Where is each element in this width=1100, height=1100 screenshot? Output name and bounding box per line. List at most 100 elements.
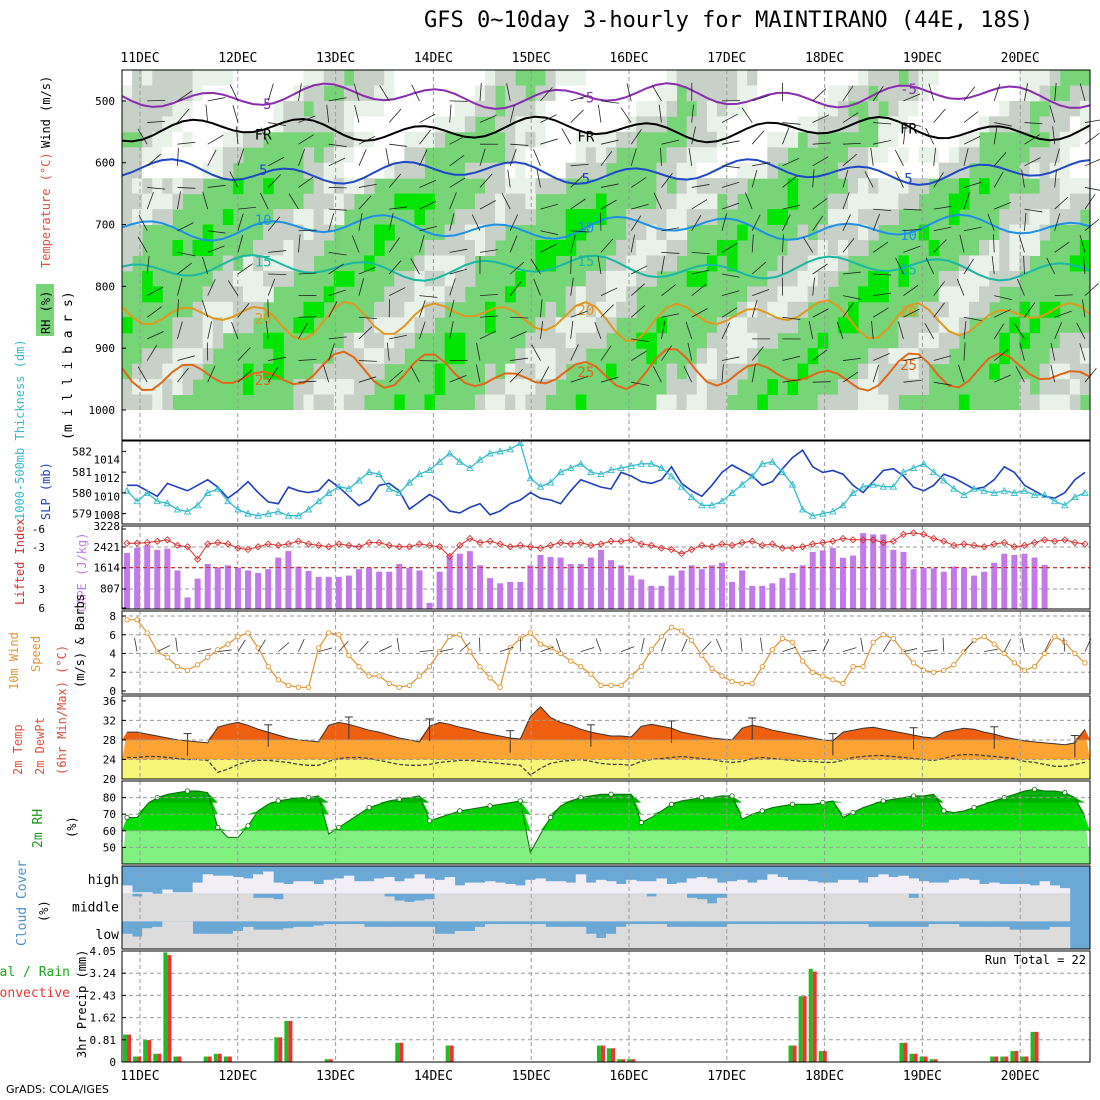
rh-cell [918,100,930,117]
rh-cell [132,70,143,86]
wind-barb [1024,208,1043,213]
cape-bar [628,575,635,609]
cloud-bar-high [172,892,183,894]
rh-cell [1019,209,1030,226]
rh-cell [192,116,204,133]
wind-barb [782,355,801,361]
cape-bar [366,567,373,609]
wind-barb [752,289,770,297]
rh-cell [686,394,698,411]
precip-total-bar [919,1056,924,1062]
rh-cell [837,100,849,117]
wind-barb [842,358,861,361]
rh-cell [343,85,355,102]
rh-cell [222,131,234,148]
wind-barb [227,280,239,296]
wind-barb [449,213,455,231]
rh-cell [182,317,194,334]
rh-cell [827,209,839,226]
wind-barb [691,126,696,145]
isotherm-label: 15 [900,263,917,279]
lifted-point [264,540,272,548]
cloud-bar-low [253,929,264,949]
thickness-point [960,491,968,498]
wind-barb [509,281,522,296]
rh-cell [343,147,355,164]
rh2m-fill-darkest [122,789,1090,803]
rh-cell [817,270,829,287]
rh-cell [595,147,607,164]
cloud-bar-middle [384,896,395,922]
thickness-point [738,480,746,488]
wind-barb [691,251,710,255]
cloud-bar-middle [969,893,980,922]
precip-conv-bar [227,1056,232,1062]
wind-barb [872,85,884,102]
rh-cell [142,379,153,396]
cape-bar [890,549,897,609]
cloud-bar-high [858,882,869,894]
rh-cell [676,147,688,164]
rh-cell [656,162,667,179]
lifted-point [244,545,252,554]
cloud-bar-high [666,883,677,894]
rh-cell [243,270,254,287]
wind-barb [903,357,922,361]
cloud-bar-high [686,878,698,894]
rh-cell [888,70,899,86]
rh-cell [122,162,133,179]
wind10m-barb [217,649,232,653]
wind10m-barb [378,645,393,652]
rh-cell [565,224,577,241]
precip-total-bar [798,996,803,1062]
cloud-bar-low [525,924,536,949]
wind-barb [1054,294,1073,297]
rh2m-point [457,808,463,814]
wind-barb [328,336,347,340]
lifted-point [829,537,837,545]
wind-barb [842,271,861,275]
rh-cell [797,363,809,380]
wind10m-point [588,671,594,677]
wind-barb [207,321,212,339]
wind10m-point [315,645,322,651]
rh-cell [646,224,657,241]
cloud-bar-high [323,879,335,894]
cloud-bar-high [1029,885,1040,894]
wind10m-point [497,684,503,690]
wind10m-point [376,673,382,679]
wind-barb [1084,132,1100,145]
rh-cell [797,224,809,241]
wind-barb [933,147,936,166]
rh-cell [303,116,315,133]
rh-cell [172,332,183,349]
wind-barb [449,177,466,188]
rh-cell [132,178,143,195]
rh-cell [142,162,153,179]
rh-cell [575,317,587,334]
rh-cell [969,116,980,133]
rh-cell [535,100,546,117]
cloud-bar-middle [182,893,193,922]
rh-cell [162,178,173,195]
precip-conv-bar [177,1056,182,1062]
rh-cell [686,178,698,195]
cloud-bar-low [454,931,466,949]
wind10m-point [537,641,544,647]
wind-barb [683,365,693,383]
cloud-bar-middle [313,893,325,922]
wind-barb [479,249,498,253]
cape-bar [537,555,544,609]
thickness-point [637,459,646,467]
wind-barb [358,135,376,145]
rh-cell [323,224,335,241]
rh-cell [958,70,970,86]
wind10m-point [265,663,271,670]
rh2m-point [608,791,614,797]
rh-cell [1049,363,1061,380]
x-axis-label-bottom: 18DEC [805,1069,844,1084]
isotherm-label: FR [577,130,594,146]
wind10m-point [1011,660,1018,666]
cloud-bar-middle [848,893,859,922]
wind10m-point [527,630,534,636]
